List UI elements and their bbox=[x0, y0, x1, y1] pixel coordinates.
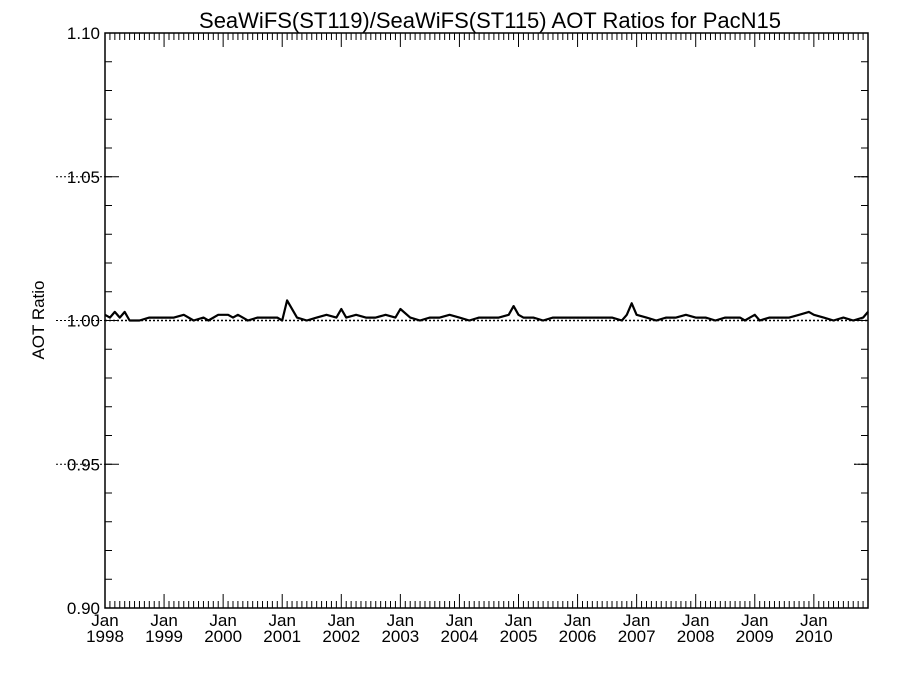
x-tick-label-month: Jan bbox=[682, 611, 709, 630]
x-tick-label-year: 2005 bbox=[500, 627, 538, 646]
x-tick-label-year: 2000 bbox=[204, 627, 242, 646]
x-tick-label-year: 2010 bbox=[795, 627, 833, 646]
x-tick-label-year: 2007 bbox=[618, 627, 656, 646]
y-tick-label: 1.00 bbox=[67, 312, 100, 331]
axis-ticks bbox=[56, 32, 869, 609]
x-tick-label-month: Jan bbox=[741, 611, 768, 630]
x-tick-label-year: 1998 bbox=[86, 627, 124, 646]
x-tick-label-year: 2003 bbox=[381, 627, 419, 646]
y-tick-label: 0.95 bbox=[67, 455, 100, 474]
x-tick-label-month: Jan bbox=[328, 611, 355, 630]
chart-title: SeaWiFS(ST119)/SeaWiFS(ST115) AOT Ratios… bbox=[199, 8, 781, 33]
y-tick-labels: 0.90 0.95 1.00 1.05 1.10 bbox=[67, 24, 100, 618]
series-line bbox=[104, 299, 869, 322]
x-tick-label-year: 2008 bbox=[677, 627, 715, 646]
x-tick-label-month: Jan bbox=[505, 611, 532, 630]
x-tick-labels: Jan1998Jan1999Jan2000Jan2001Jan2002Jan20… bbox=[86, 611, 833, 646]
y-tick-label: 1.10 bbox=[67, 24, 100, 43]
x-tick-label-month: Jan bbox=[269, 611, 296, 630]
x-tick-label-month: Jan bbox=[623, 611, 650, 630]
x-tick-label-month: Jan bbox=[564, 611, 591, 630]
x-tick-label-month: Jan bbox=[387, 611, 414, 630]
y-tick-label: 1.05 bbox=[67, 168, 100, 187]
x-tick-label-month: Jan bbox=[446, 611, 473, 630]
x-tick-label-month: Jan bbox=[150, 611, 177, 630]
x-tick-label-year: 2009 bbox=[736, 627, 774, 646]
y-tick-label: 0.90 bbox=[67, 599, 100, 618]
x-tick-label-year: 2002 bbox=[322, 627, 360, 646]
x-tick-label-year: 2004 bbox=[441, 627, 479, 646]
x-tick-label-month: Jan bbox=[209, 611, 236, 630]
x-tick-label-year: 2001 bbox=[263, 627, 301, 646]
x-tick-label-month: Jan bbox=[800, 611, 827, 630]
y-axis-label: AOT Ratio bbox=[29, 280, 48, 359]
x-tick-label-year: 1999 bbox=[145, 627, 183, 646]
x-tick-label-month: Jan bbox=[91, 611, 118, 630]
x-tick-label-year: 2006 bbox=[559, 627, 597, 646]
